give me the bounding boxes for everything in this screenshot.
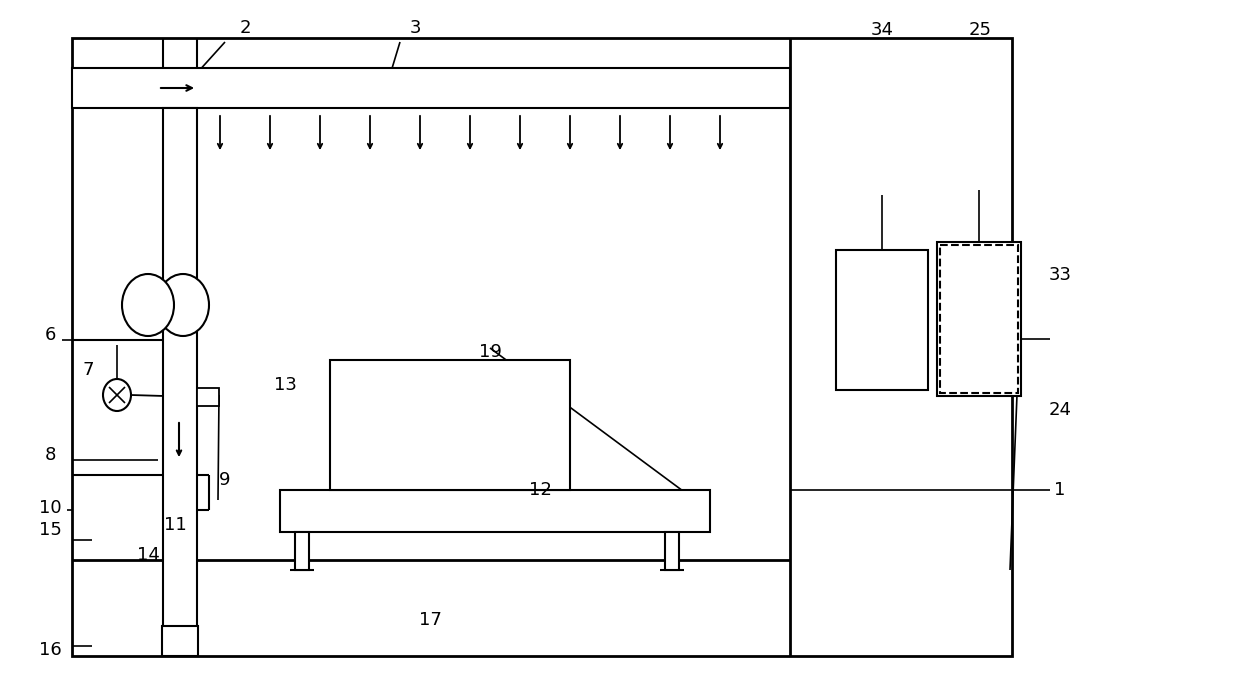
Bar: [162, 108, 197, 656]
Text: 16: 16: [38, 641, 61, 659]
Bar: [162, 626, 198, 656]
Text: 33: 33: [1049, 266, 1071, 284]
Text: 12: 12: [528, 481, 552, 499]
Bar: [940, 245, 1018, 393]
Bar: [280, 490, 711, 532]
Bar: [72, 68, 790, 108]
Text: 24: 24: [1049, 401, 1071, 419]
Text: 13: 13: [274, 376, 296, 394]
Text: 25: 25: [968, 21, 992, 39]
Bar: [937, 242, 1021, 396]
Text: 10: 10: [38, 499, 61, 517]
Text: 34: 34: [870, 21, 894, 39]
Bar: [295, 532, 309, 570]
Text: 4: 4: [177, 286, 188, 304]
Text: 9: 9: [219, 471, 231, 489]
Ellipse shape: [157, 274, 210, 336]
Bar: [72, 38, 1012, 656]
Text: 3: 3: [409, 19, 420, 37]
Bar: [665, 532, 680, 570]
Text: 5: 5: [133, 286, 144, 304]
Text: 17: 17: [419, 611, 441, 629]
Ellipse shape: [122, 274, 174, 336]
Text: 15: 15: [38, 521, 62, 539]
Text: 19: 19: [479, 343, 501, 361]
Ellipse shape: [103, 379, 131, 411]
Text: 1: 1: [1054, 481, 1065, 499]
Text: 8: 8: [45, 446, 56, 464]
Text: 11: 11: [164, 516, 186, 534]
Text: 2: 2: [239, 19, 250, 37]
Bar: [330, 360, 570, 490]
Text: 6: 6: [45, 326, 56, 344]
Text: 7: 7: [82, 361, 94, 379]
Text: 14: 14: [136, 546, 160, 564]
Bar: [197, 388, 219, 406]
Bar: [836, 250, 928, 390]
